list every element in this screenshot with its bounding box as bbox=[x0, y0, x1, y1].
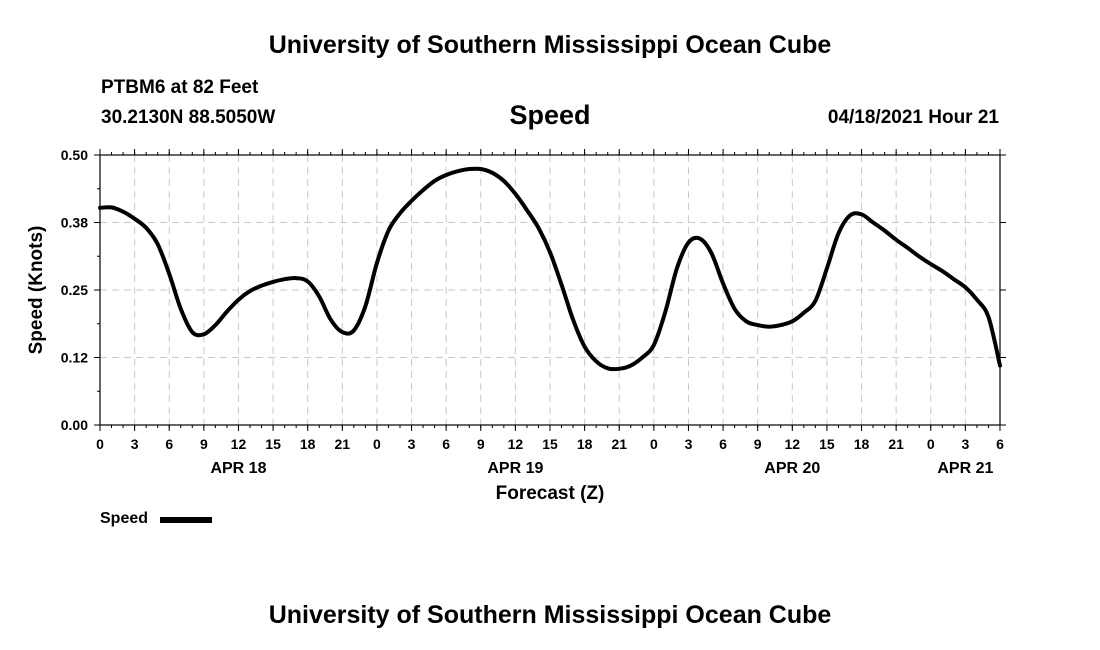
x-tick-label: 21 bbox=[335, 436, 351, 452]
x-tick-label: 21 bbox=[611, 436, 627, 452]
x-tick-label: 12 bbox=[231, 436, 247, 452]
axis-ticks bbox=[94, 149, 1006, 431]
variable-label: Speed bbox=[509, 100, 591, 130]
x-tick-label: 15 bbox=[265, 436, 281, 452]
x-tick-label: 0 bbox=[927, 436, 935, 452]
date-label: APR 20 bbox=[764, 460, 820, 477]
x-tick-label: 3 bbox=[131, 436, 139, 452]
x-tick-label: 9 bbox=[754, 436, 762, 452]
x-tick-label: 0 bbox=[650, 436, 658, 452]
x-tick-label: 18 bbox=[854, 436, 870, 452]
x-tick-label: 12 bbox=[785, 436, 801, 452]
y-tick-label: 0.25 bbox=[61, 282, 88, 298]
x-tick-label: 21 bbox=[888, 436, 904, 452]
x-tick-label: 3 bbox=[685, 436, 693, 452]
chart-title-top: University of Southern Mississippi Ocean… bbox=[268, 31, 832, 59]
y-tick-label: 0.38 bbox=[61, 215, 88, 231]
grid bbox=[100, 155, 1000, 425]
date-label: APR 21 bbox=[937, 460, 993, 477]
x-tick-label: 12 bbox=[508, 436, 524, 452]
x-tick-label: 0 bbox=[96, 436, 104, 452]
x-tick-label: 3 bbox=[961, 436, 969, 452]
tick-labels: 0.00 0.12 0.25 0.38 0.50 0 3 6 9 12 15 18 21 0 3 6 9 12 15… bbox=[61, 147, 1004, 477]
x-tick-label: 0 bbox=[373, 436, 381, 452]
speed-series-line bbox=[98, 166, 1002, 372]
x-tick-label: 6 bbox=[165, 436, 173, 452]
station-label: PTBM6 at 82 Feet bbox=[101, 77, 259, 98]
x-tick-label: 15 bbox=[819, 436, 835, 452]
y-tick-label: 0.50 bbox=[61, 147, 88, 163]
x-tick-label: 18 bbox=[577, 436, 593, 452]
date-label: APR 18 bbox=[210, 460, 266, 477]
legend-swatch bbox=[160, 517, 212, 523]
x-tick-label: 6 bbox=[442, 436, 450, 452]
x-tick-label: 9 bbox=[200, 436, 208, 452]
x-tick-label: 15 bbox=[542, 436, 558, 452]
x-tick-label: 9 bbox=[477, 436, 485, 452]
y-tick-label: 0.12 bbox=[61, 350, 88, 366]
chart-title-bottom: University of Southern Mississippi Ocean… bbox=[268, 601, 832, 629]
y-tick-label: 0.00 bbox=[61, 417, 88, 433]
x-axis-label: Forecast (Z) bbox=[495, 483, 605, 504]
date-label: APR 19 bbox=[487, 460, 543, 477]
x-tick-label: 3 bbox=[408, 436, 416, 452]
x-tick-label: 18 bbox=[300, 436, 316, 452]
timestamp-label: 04/18/2021 Hour 21 bbox=[827, 107, 999, 128]
y-axis-label: Speed (Knots) bbox=[26, 225, 47, 355]
x-tick-label: 6 bbox=[996, 436, 1004, 452]
coordinates-label: 30.2130N 88.5050W bbox=[101, 107, 276, 128]
legend-label: Speed bbox=[100, 510, 149, 527]
x-tick-label: 6 bbox=[719, 436, 727, 452]
